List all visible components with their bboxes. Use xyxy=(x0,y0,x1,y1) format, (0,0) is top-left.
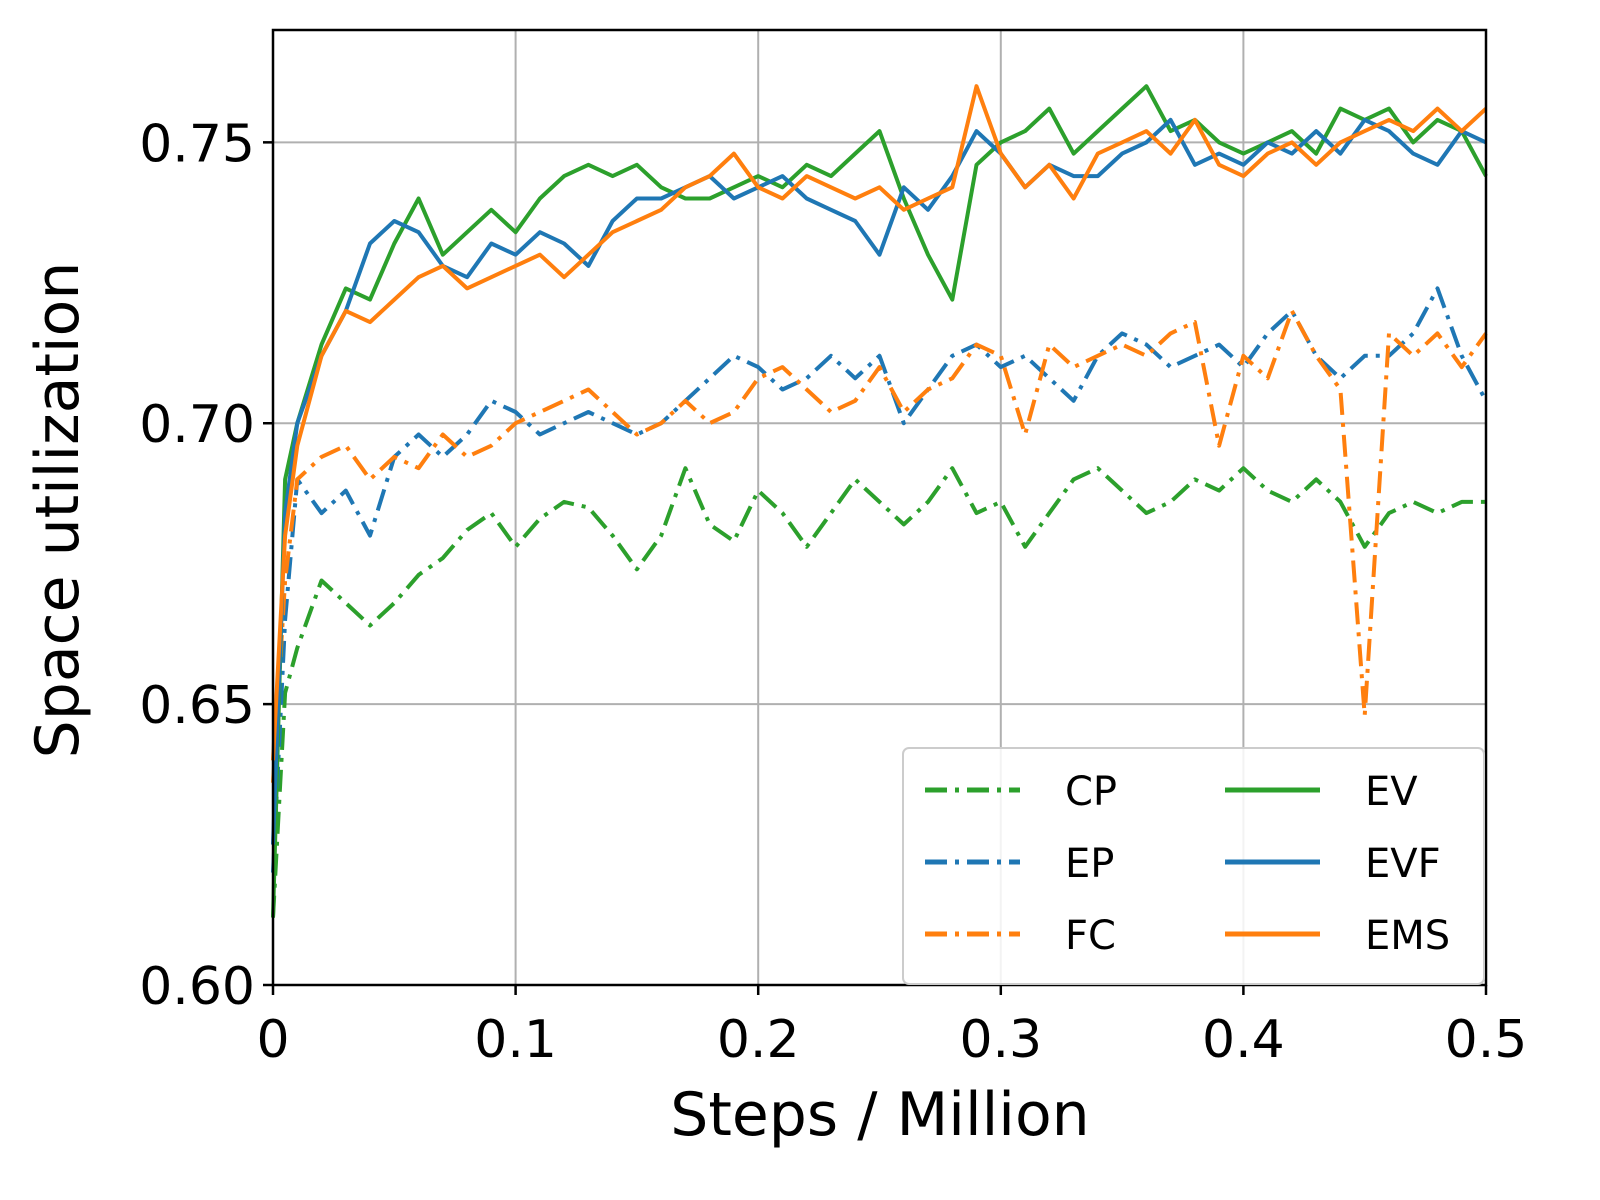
y-tick-label: 0.75 xyxy=(139,114,255,174)
legend-label-fc: FC xyxy=(1065,913,1116,959)
y-axis-label: Space utilization xyxy=(23,262,93,759)
plot-frame xyxy=(271,28,1488,987)
legend-box xyxy=(902,747,1485,985)
axis-ticks: 0 0.1 0.2 0.3 0.4 0.5 0.60 0.65 0.70 0.75 xyxy=(139,114,1527,1070)
series-lines xyxy=(271,84,1488,918)
series-line-fc xyxy=(271,308,1488,783)
x-tick-label: 0.1 xyxy=(474,1010,557,1070)
y-tick-label: 0.70 xyxy=(139,395,255,455)
legend-label-ems: EMS xyxy=(1365,913,1450,959)
x-tick-label: 0.4 xyxy=(1202,1010,1285,1070)
x-tick-label: 0 xyxy=(256,1010,289,1070)
y-tick-label: 0.65 xyxy=(139,676,255,736)
y-tick-label: 0.60 xyxy=(139,957,255,1017)
legend-label-ev: EV xyxy=(1365,769,1418,815)
series-line-ems xyxy=(271,84,1488,761)
x-tick-label: 0.5 xyxy=(1445,1010,1528,1070)
x-axis-label: Steps / Million xyxy=(670,1080,1089,1150)
series-line-cp xyxy=(271,466,1486,918)
legend-label-ep: EP xyxy=(1065,841,1114,887)
x-tick-label: 0.2 xyxy=(717,1010,800,1070)
legend-label-evf: EVF xyxy=(1365,841,1441,887)
legend-label-cp: CP xyxy=(1065,769,1117,815)
legend: CP EP FC EV EVF EMS xyxy=(902,747,1485,985)
x-tick-label: 0.3 xyxy=(959,1010,1042,1070)
series-line-ev xyxy=(271,84,1488,918)
